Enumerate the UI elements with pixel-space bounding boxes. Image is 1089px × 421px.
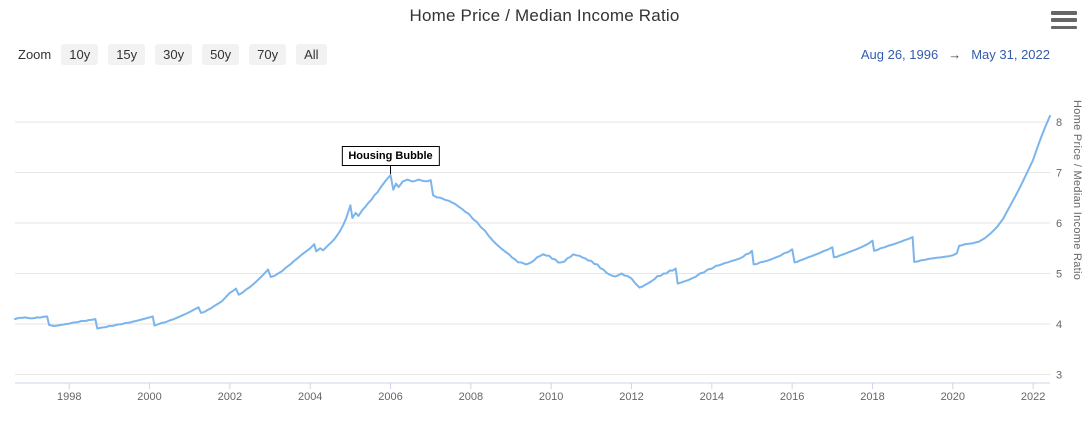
y-axis-label: 4	[1056, 319, 1062, 331]
zoom-label: Zoom	[18, 46, 52, 62]
x-axis-label: 2012	[619, 391, 643, 403]
zoom-buttons-group: Zoom 10y 15y 30y 50y 70y All	[18, 43, 327, 65]
zoom-button-70y[interactable]: 70y	[249, 43, 287, 65]
range-selector-toolbar: Zoom 10y 15y 30y 50y 70y All Aug 26, 1996 → M…	[18, 42, 1050, 66]
x-axis-label: 2020	[941, 391, 965, 403]
zoom-button-50y[interactable]: 50y	[202, 43, 240, 65]
y-axis-title: Home Price / Median Income Ratio	[1071, 100, 1083, 281]
y-axis-label: 6	[1056, 218, 1062, 230]
y-axis-label: 7	[1056, 168, 1062, 180]
range-to-input[interactable]: May 31, 2022	[971, 46, 1050, 62]
x-axis-label: 1998	[57, 391, 81, 403]
x-axis-label: 2016	[780, 391, 804, 403]
x-axis-label: 2000	[137, 391, 161, 403]
series-line[interactable]	[14, 114, 1051, 330]
x-axis-label: 2018	[860, 391, 884, 403]
zoom-button-30y[interactable]: 30y	[155, 43, 193, 65]
zoom-button-10y[interactable]: 10y	[61, 43, 99, 65]
x-axis-label: 2008	[459, 391, 483, 403]
x-axis-label: 2004	[298, 391, 322, 403]
zoom-button-all[interactable]: All	[296, 43, 327, 65]
chart-title: Home Price / Median Income Ratio	[409, 6, 680, 25]
range-buttons: 10y 15y 30y 50y 70y All	[61, 43, 327, 65]
x-axis-label: 2006	[378, 391, 402, 403]
date-range-group: Aug 26, 1996 → May 31, 2022	[861, 47, 1050, 62]
x-axis-label: 2010	[539, 391, 563, 403]
y-axis-label: 5	[1056, 269, 1062, 281]
x-axis-label: 2002	[218, 391, 242, 403]
y-axis-label: 3	[1056, 370, 1062, 382]
range-arrow-icon: →	[948, 46, 962, 62]
hamburger-menu-icon[interactable]	[1051, 10, 1077, 30]
annotation-housing-bubble: Housing Bubble	[341, 146, 440, 167]
x-axis-label: 2014	[700, 391, 724, 403]
range-from-input[interactable]: Aug 26, 1996	[860, 46, 939, 62]
x-axis-label: 2022	[1021, 391, 1045, 403]
y-axis-label: 8	[1056, 117, 1062, 129]
zoom-button-15y[interactable]: 15y	[108, 43, 146, 65]
